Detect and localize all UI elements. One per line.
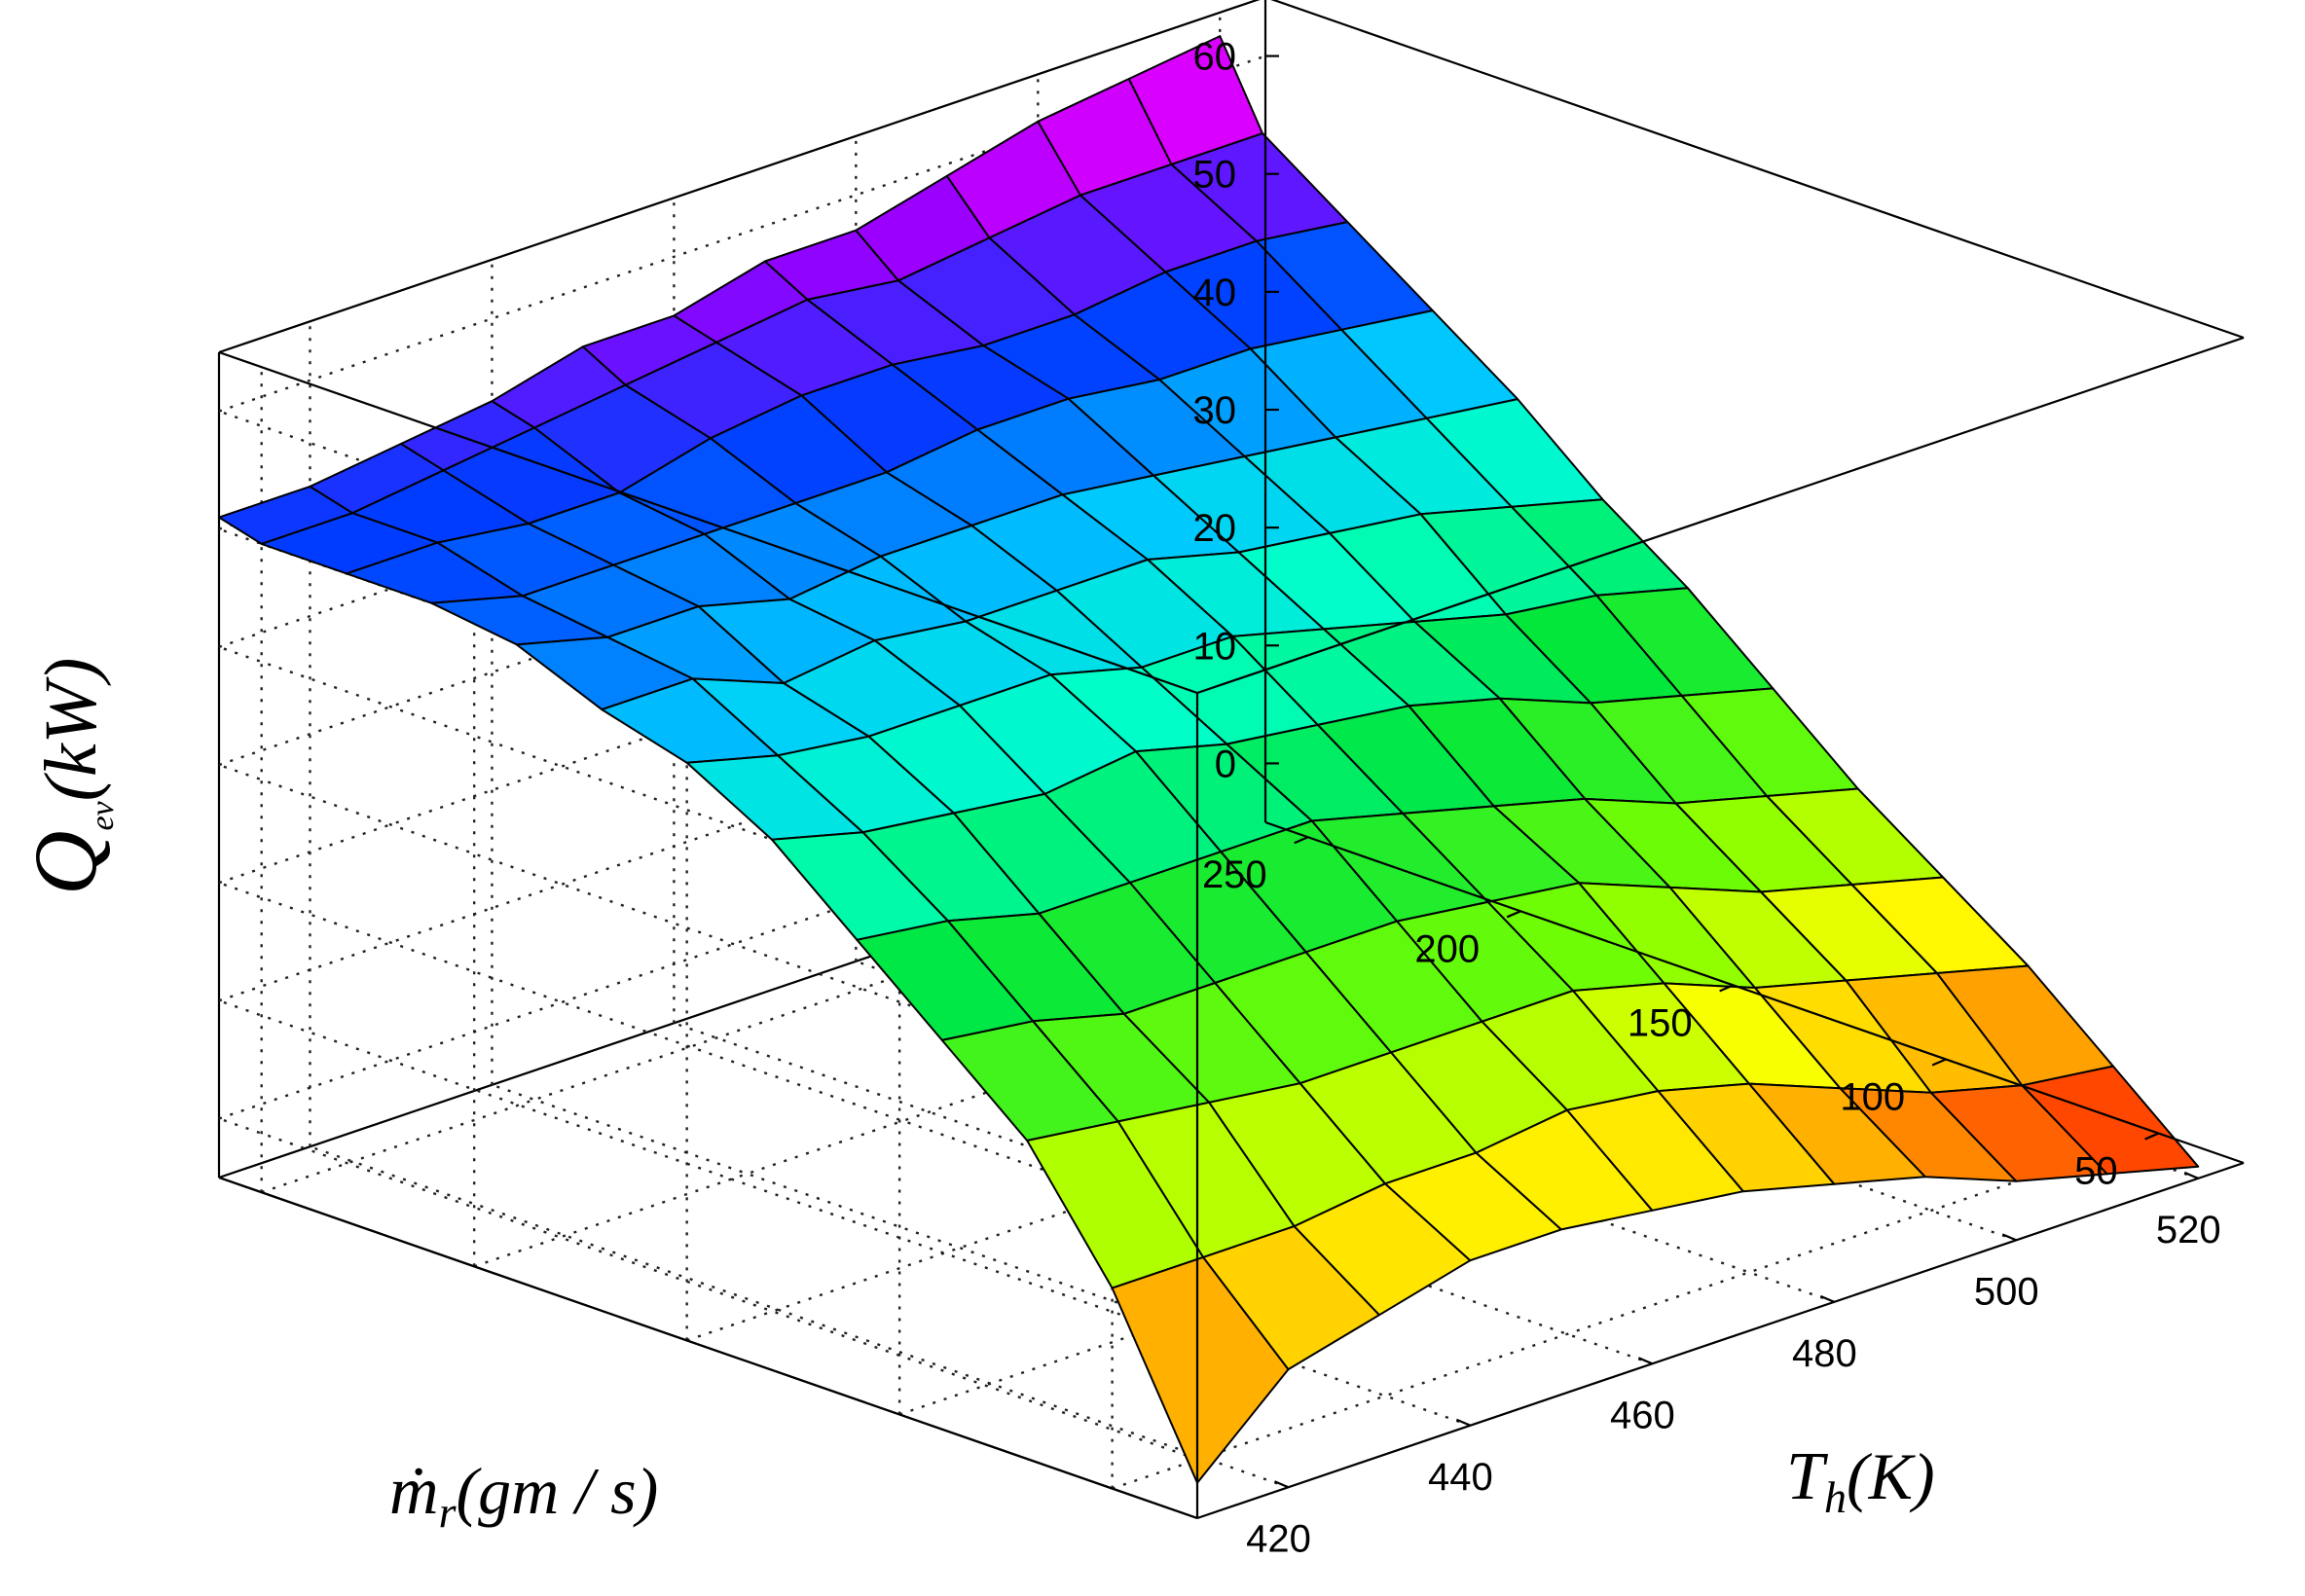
box-edge (1196, 1161, 2245, 1520)
x-tick-mark (1274, 1480, 1289, 1489)
x-tick-mark (2183, 1171, 2199, 1179)
x-axis-unit: (K) (1847, 1439, 1935, 1513)
y-tick-label: 150 (1628, 1001, 1693, 1044)
x-tick-mark (1637, 1357, 1653, 1365)
box-edge (1196, 336, 2245, 695)
x-tick-label: 440 (1428, 1456, 1493, 1499)
y-tick-mark (1506, 910, 1521, 919)
z-tick-label: 50 (1193, 154, 1237, 197)
z-axis-subscript: ev (85, 800, 121, 830)
x-tick-label: 500 (1974, 1270, 2039, 1313)
front-box-edges (218, 0, 2245, 1520)
x-tick-label: 460 (1610, 1394, 1675, 1436)
y-axis-name: ṁ (389, 1454, 439, 1529)
y-axis-label: ṁr(gm / s) (389, 1454, 658, 1537)
z-tick-label: 10 (1193, 625, 1237, 668)
y-tick-mark (2144, 1132, 2160, 1141)
z-axis-name: Q (16, 831, 115, 895)
z-axis-label: Qev(kW) (16, 658, 121, 895)
x-axis-subscript: h (1824, 1472, 1847, 1522)
y-axis-unit: (gm / s) (456, 1454, 658, 1528)
box-edge (218, 0, 1261, 354)
box-edge (1270, 0, 2245, 340)
tick-labels: 0 10 20 30 40 50 60 50 100 150 200 250 520 500 480 460 4… (1193, 36, 2221, 1561)
z-tick-label: 30 (1193, 389, 1237, 432)
y-tick-label: 250 (1202, 853, 1267, 896)
tick-marks (1265, 54, 2199, 1489)
z-tick-label: 20 (1193, 507, 1237, 550)
x-tick-label: 520 (2156, 1209, 2221, 1251)
y-tick-label: 50 (2074, 1150, 2118, 1193)
y-axis-subscript: r (439, 1487, 457, 1537)
y-tick-label: 200 (1414, 927, 1480, 970)
x-axis-name: T (1786, 1439, 1829, 1514)
y-tick-mark (1719, 984, 1735, 993)
x-tick-label: 420 (1246, 1517, 1311, 1560)
box-edge (218, 1176, 1198, 1520)
surface-patch (2021, 1065, 2200, 1176)
axis-labels: Qev(kW) ṁr(gm / s) Th(K) (16, 658, 1935, 1537)
box-edge (218, 350, 1198, 695)
x-tick-mark (1456, 1418, 1471, 1427)
z-axis-unit: (kW) (30, 658, 112, 802)
y-tick-mark (1294, 836, 1309, 845)
surface-mesh (218, 35, 2200, 1484)
x-tick-mark (2001, 1233, 2017, 1242)
x-tick-mark (1819, 1294, 1835, 1303)
z-tick-label: 0 (1215, 743, 1236, 785)
y-tick-mark (1931, 1058, 1947, 1067)
z-tick-label: 60 (1193, 36, 1237, 79)
y-tick-label: 100 (1840, 1075, 1905, 1118)
x-tick-label: 480 (1792, 1332, 1857, 1375)
box-edge (1264, 820, 2245, 1165)
z-tick-label: 40 (1193, 272, 1237, 314)
x-axis-label: Th(K) (1786, 1439, 1935, 1522)
